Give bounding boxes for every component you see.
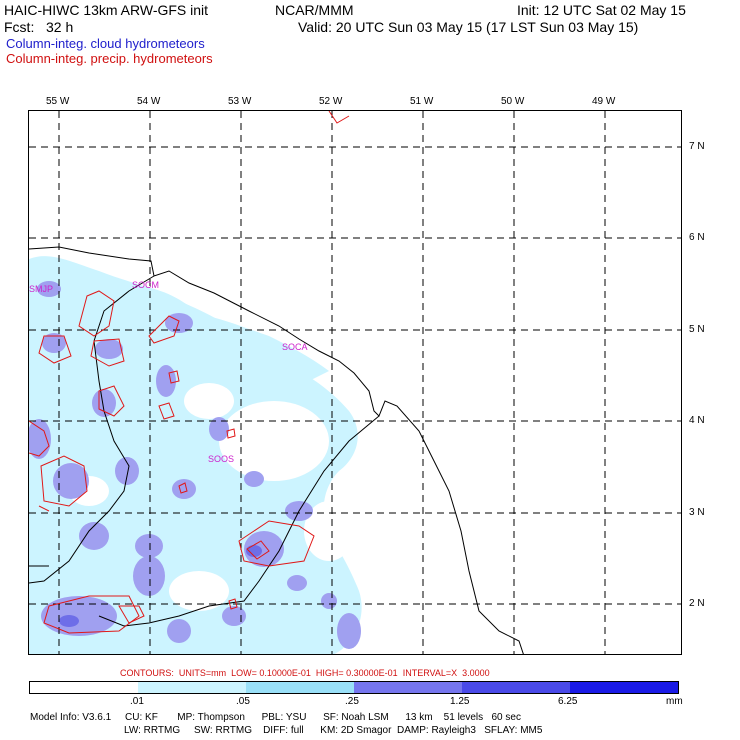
cloud-hydrometeors-label: Column-integ. cloud hydrometeors bbox=[6, 36, 205, 51]
lon-label: 54 W bbox=[137, 96, 161, 107]
station-soos: SOOS bbox=[208, 454, 235, 464]
lat-label: 2 N bbox=[689, 598, 705, 609]
colorbar-tick: .25 bbox=[345, 696, 359, 707]
station-smjp: SMJP bbox=[29, 284, 54, 294]
colorbar-segment bbox=[30, 682, 138, 693]
colorbar-segment bbox=[246, 682, 354, 693]
colorbar-segment bbox=[570, 682, 678, 693]
lat-label: 6 N bbox=[689, 232, 705, 243]
lat-label: 4 N bbox=[689, 415, 705, 426]
forecast-hour: Fcst: 32 h bbox=[4, 19, 74, 35]
precip-contours bbox=[29, 111, 350, 634]
lon-label: 49 W bbox=[592, 96, 616, 107]
lat-label: 5 N bbox=[689, 324, 705, 335]
colorbar-tick: 6.25 bbox=[558, 696, 578, 707]
contours-info: CONTOURS: UNITS=mm LOW= 0.10000E-01 HIGH… bbox=[120, 668, 490, 678]
model-title: HAIC-HIWC 13km ARW-GFS init bbox=[4, 2, 209, 18]
model-info-line2: LW: RRTMG SW: RRTMG DIFF: full KM: 2D Sm… bbox=[124, 725, 543, 736]
colorbar-segment bbox=[462, 682, 570, 693]
init-time: Init: 12 UTC Sat 02 May 15 bbox=[517, 2, 686, 18]
colorbar bbox=[29, 681, 679, 694]
lon-label: 53 W bbox=[228, 96, 252, 107]
map-panel: SMJP SOCM SOCA SOOS bbox=[28, 110, 682, 655]
lon-label: 51 W bbox=[410, 96, 434, 107]
valid-time: Valid: 20 UTC Sun 03 May 15 (17 LST Sun … bbox=[298, 19, 639, 35]
precip-hydrometeors-label: Column-integ. precip. hydrometeors bbox=[6, 51, 213, 66]
colorbar-unit: mm bbox=[666, 696, 683, 707]
map-gridlines bbox=[29, 111, 681, 654]
lon-label: 52 W bbox=[319, 96, 343, 107]
model-info-line1: Model Info: V3.6.1 CU: KF MP: Thompson P… bbox=[30, 712, 521, 723]
map-canvas bbox=[29, 111, 681, 654]
organization: NCAR/MMM bbox=[275, 2, 354, 18]
station-socm: SOCM bbox=[132, 280, 159, 290]
lat-label: 3 N bbox=[689, 507, 705, 518]
station-soca: SOCA bbox=[282, 342, 308, 352]
colorbar-segment bbox=[138, 682, 246, 693]
lon-label: 50 W bbox=[501, 96, 525, 107]
coastline bbox=[29, 246, 524, 654]
colorbar-tick: 1.25 bbox=[450, 696, 470, 707]
lat-label: 7 N bbox=[689, 141, 705, 152]
lon-label: 55 W bbox=[46, 96, 70, 107]
colorbar-tick: .01 bbox=[130, 696, 144, 707]
cloud-shading-heavy bbox=[59, 545, 262, 627]
colorbar-segment bbox=[354, 682, 462, 693]
colorbar-tick: .05 bbox=[236, 696, 250, 707]
